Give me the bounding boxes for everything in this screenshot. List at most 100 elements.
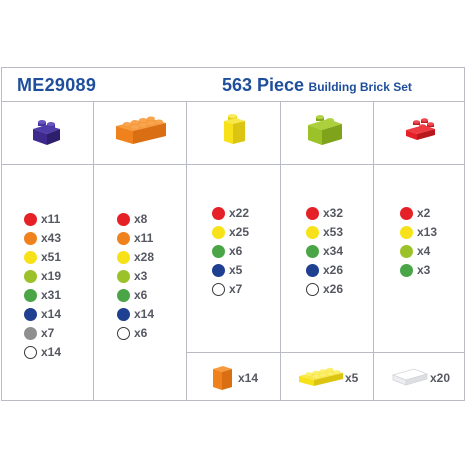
count-label: x6 bbox=[134, 288, 148, 302]
color-count-row: x8 bbox=[117, 211, 147, 227]
divider bbox=[93, 101, 94, 401]
orange-2x4-brick-icon bbox=[116, 116, 166, 144]
count-label: x51 bbox=[41, 250, 62, 264]
orange-swatch-icon bbox=[117, 231, 130, 245]
count-label: x28 bbox=[134, 250, 155, 264]
count-label: x6 bbox=[134, 326, 148, 340]
count-label: x3 bbox=[417, 263, 431, 277]
count-label: x34 bbox=[323, 244, 344, 258]
red-swatch-icon bbox=[117, 212, 130, 226]
count-label: x7 bbox=[41, 326, 55, 340]
count-label: x11 bbox=[41, 212, 61, 226]
color-count-row: x26 bbox=[306, 262, 343, 278]
table-frame bbox=[1, 67, 465, 401]
white-swatch-icon bbox=[117, 326, 130, 340]
count-label: x2 bbox=[417, 206, 431, 220]
navy-swatch-icon bbox=[117, 307, 130, 321]
color-count-row: x14 bbox=[117, 306, 154, 322]
lime-swatch-icon bbox=[24, 269, 37, 283]
color-count-row: x14 bbox=[24, 306, 61, 322]
red-swatch-icon bbox=[400, 206, 413, 220]
color-count-row: x7 bbox=[212, 281, 242, 297]
color-count-row: x13 bbox=[400, 224, 437, 240]
extra-count: x5 bbox=[345, 371, 359, 385]
yellow-swatch-icon bbox=[306, 225, 319, 239]
orange-swatch-icon bbox=[24, 231, 37, 245]
red-2x2-plate-icon bbox=[406, 118, 435, 140]
green-swatch-icon bbox=[24, 288, 37, 302]
count-label: x11 bbox=[134, 231, 154, 245]
divider bbox=[1, 164, 465, 165]
divider bbox=[1, 101, 465, 102]
set-title-count: 563 Piece bbox=[222, 75, 305, 95]
color-count-row: x4 bbox=[400, 243, 430, 259]
navy-swatch-icon bbox=[306, 263, 319, 277]
yellow-2x4-plate-icon bbox=[299, 367, 343, 386]
navy-swatch-icon bbox=[24, 307, 37, 321]
yellow-swatch-icon bbox=[400, 225, 413, 239]
color-count-row: x5 bbox=[212, 262, 242, 278]
count-label: x3 bbox=[134, 269, 148, 283]
color-count-row: x25 bbox=[212, 224, 249, 240]
color-count-row: x51 bbox=[24, 249, 61, 265]
count-label: x26 bbox=[323, 263, 344, 277]
color-count-row: x11 bbox=[117, 230, 153, 246]
count-label: x14 bbox=[41, 307, 62, 321]
divider bbox=[373, 101, 374, 401]
count-label: x19 bbox=[41, 269, 62, 283]
extra-count: x14 bbox=[238, 371, 259, 385]
color-count-row: x31 bbox=[24, 287, 61, 303]
count-label: x4 bbox=[417, 244, 431, 258]
red-swatch-icon bbox=[306, 206, 319, 220]
count-label: x53 bbox=[323, 225, 344, 239]
count-label: x25 bbox=[229, 225, 250, 239]
color-count-row: x32 bbox=[306, 205, 343, 221]
count-label: x31 bbox=[41, 288, 62, 302]
count-label: x8 bbox=[134, 212, 148, 226]
count-label: x5 bbox=[229, 263, 243, 277]
color-count-row: x34 bbox=[306, 243, 343, 259]
color-count-row: x11 bbox=[24, 211, 60, 227]
color-count-row: x6 bbox=[117, 325, 147, 341]
count-label: x14 bbox=[41, 345, 62, 359]
green-swatch-icon bbox=[400, 263, 413, 277]
gray-swatch-icon bbox=[24, 326, 37, 340]
color-count-row: x43 bbox=[24, 230, 61, 246]
lime-swatch-icon bbox=[400, 244, 413, 258]
count-label: x6 bbox=[229, 244, 243, 258]
lime-swatch-icon bbox=[117, 269, 130, 283]
count-label: x22 bbox=[229, 206, 250, 220]
yellow-swatch-icon bbox=[24, 250, 37, 264]
purple-2x2-brick-icon bbox=[33, 120, 60, 145]
navy-swatch-icon bbox=[212, 263, 225, 277]
count-label: x43 bbox=[41, 231, 62, 245]
lime-1x2-brick-icon bbox=[308, 115, 342, 145]
green-swatch-icon bbox=[212, 244, 225, 258]
extra-count: x20 bbox=[430, 371, 451, 385]
red-swatch-icon bbox=[212, 206, 225, 220]
color-count-row: x3 bbox=[400, 262, 430, 278]
color-count-row: x53 bbox=[306, 224, 343, 240]
green-swatch-icon bbox=[306, 244, 319, 258]
divider bbox=[280, 101, 281, 401]
red-swatch-icon bbox=[24, 212, 37, 226]
white-swatch-icon bbox=[24, 345, 37, 359]
yellow-swatch-icon bbox=[117, 250, 130, 264]
white-swatch-icon bbox=[212, 282, 225, 296]
yellow-swatch-icon bbox=[212, 225, 225, 239]
yellow-1x1-brick-icon bbox=[224, 114, 245, 144]
color-count-row: x3 bbox=[117, 268, 147, 284]
set-title: 563 Piece Building Brick Set bbox=[222, 75, 412, 96]
color-count-row: x7 bbox=[24, 325, 54, 341]
color-count-row: x14 bbox=[24, 344, 61, 360]
color-count-row: x19 bbox=[24, 268, 61, 284]
set-code: ME29089 bbox=[17, 75, 97, 95]
color-count-row: x26 bbox=[306, 281, 343, 297]
count-label: x14 bbox=[134, 307, 155, 321]
count-label: x7 bbox=[229, 282, 243, 296]
count-label: x13 bbox=[417, 225, 438, 239]
color-count-row: x2 bbox=[400, 205, 430, 221]
divider bbox=[186, 352, 465, 353]
color-count-row: x6 bbox=[117, 287, 147, 303]
